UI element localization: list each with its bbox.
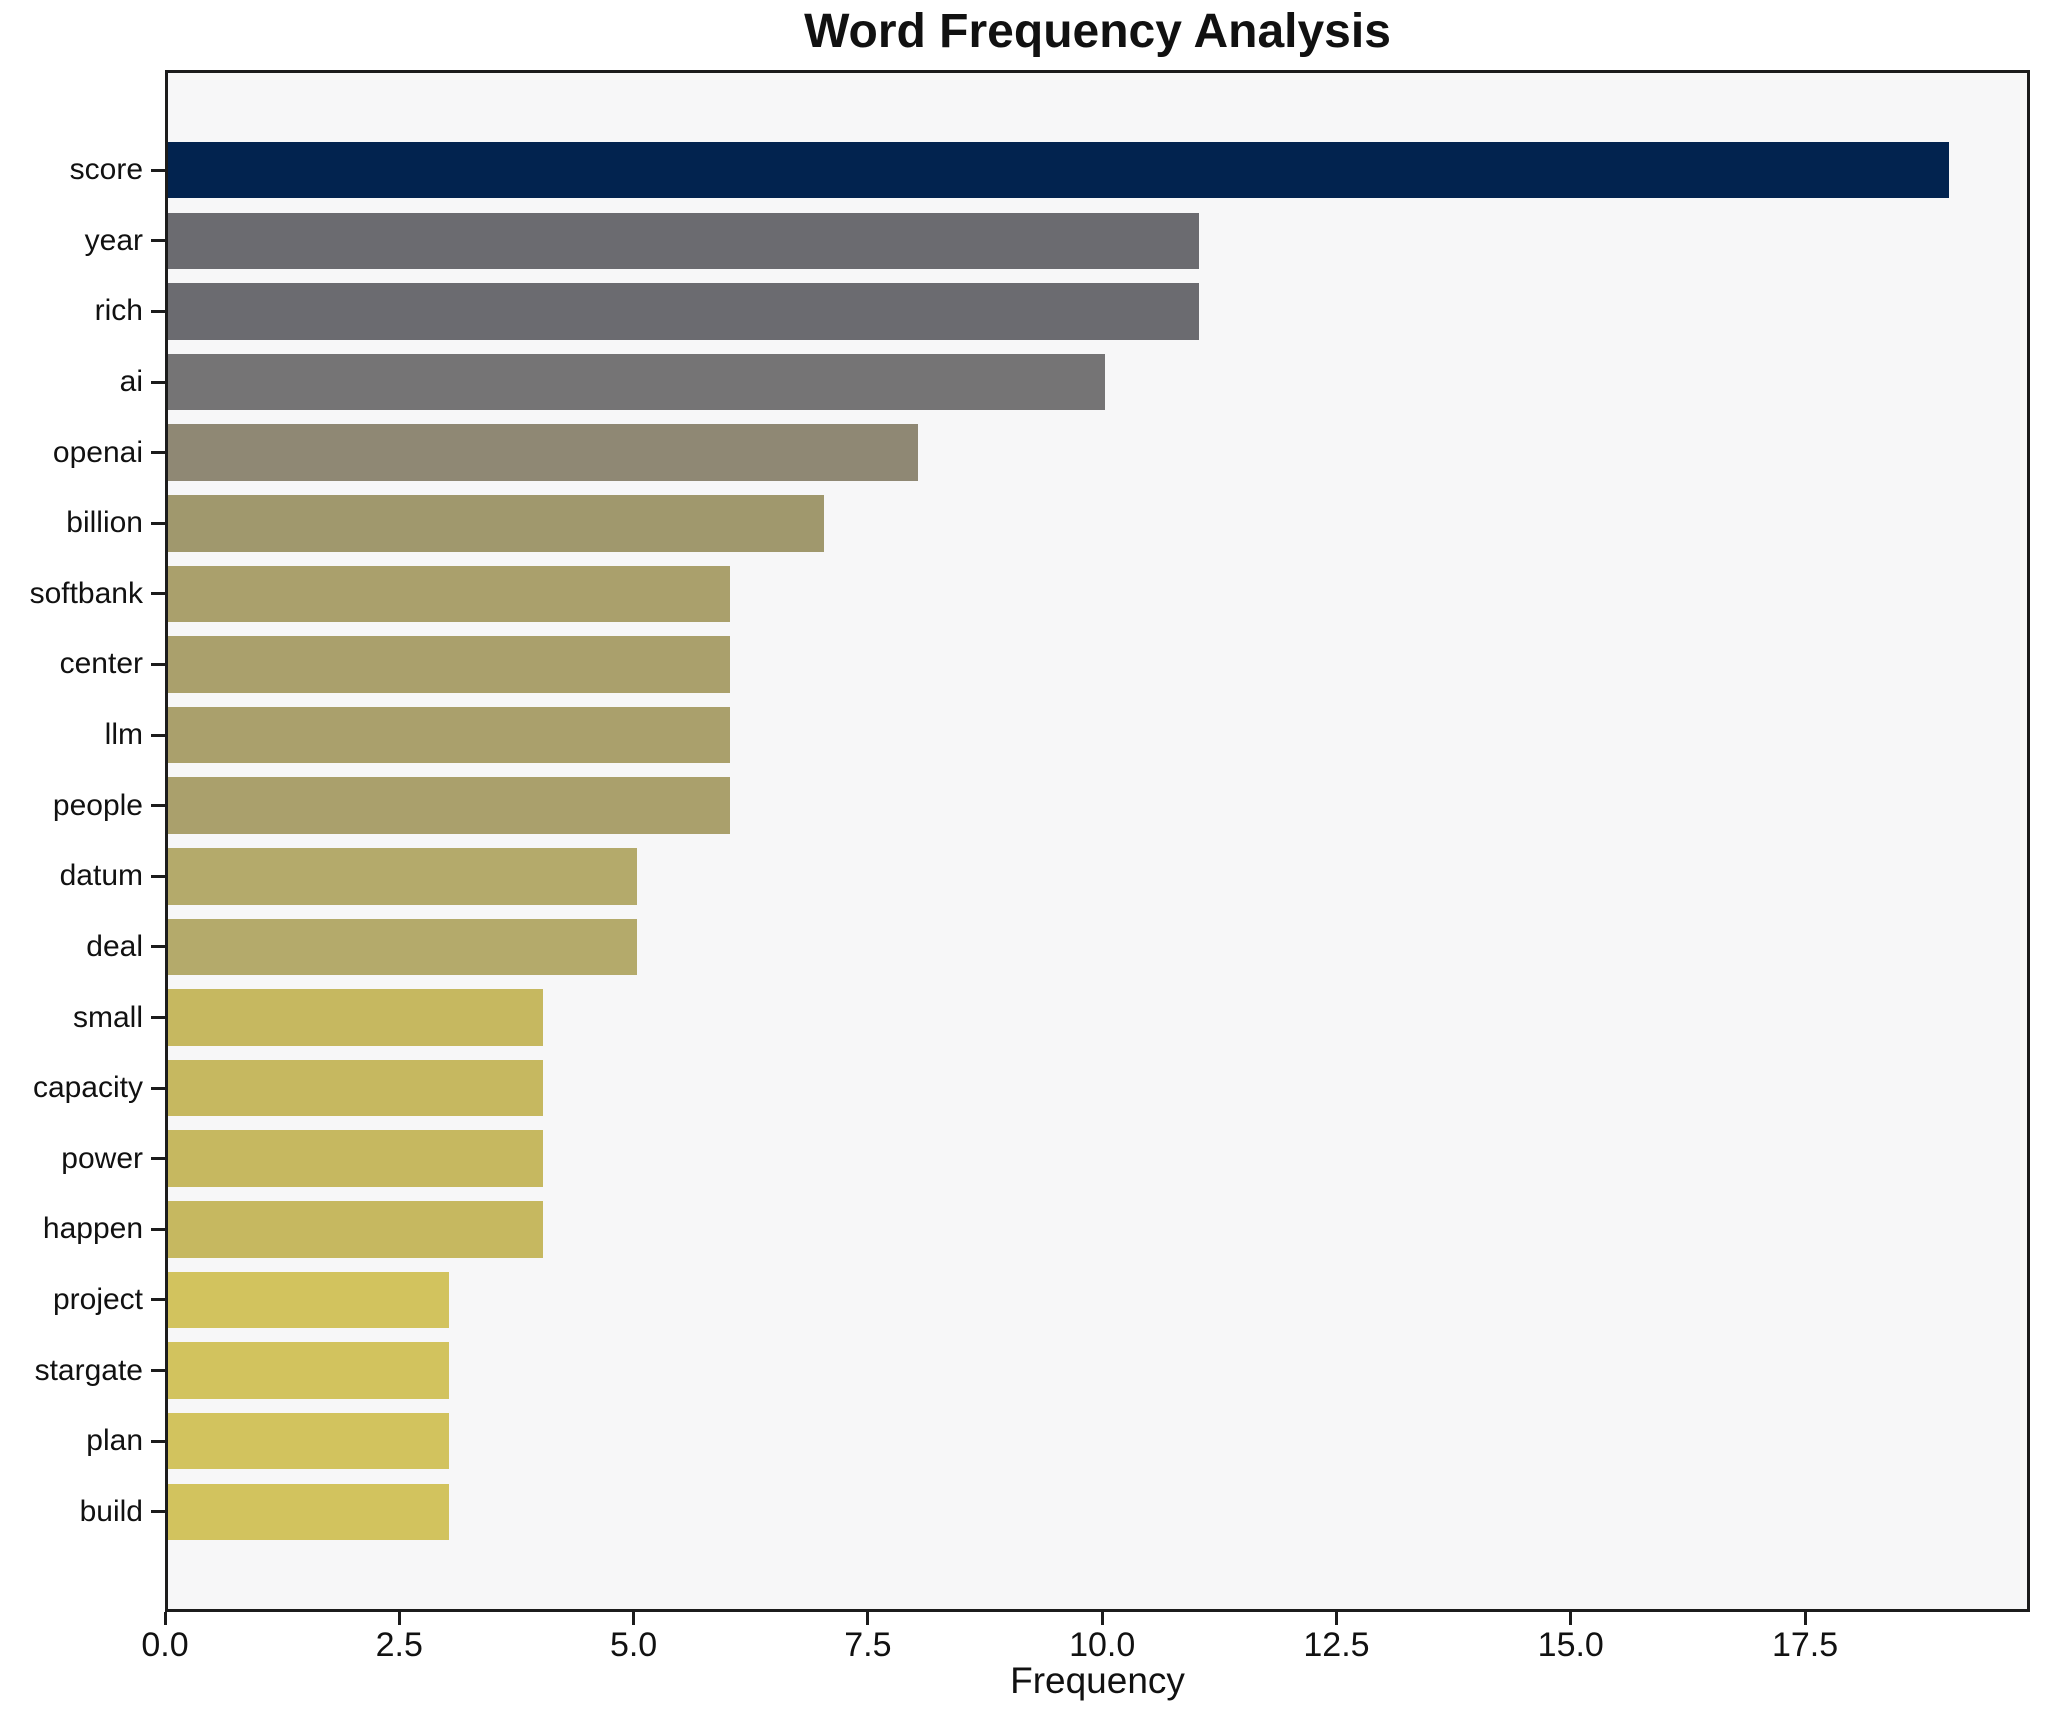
- plot-area: [165, 70, 2030, 1612]
- xtick-mark-2.5: [397, 1612, 401, 1625]
- ytick-label-people: people: [52, 788, 143, 822]
- bar-power: [168, 1130, 543, 1187]
- bar-billion: [168, 495, 825, 552]
- xtick-label-0.0: 0.0: [141, 1626, 189, 1664]
- ytick-label-stargate: stargate: [34, 1353, 143, 1387]
- ytick-mark-openai: [151, 451, 165, 455]
- ytick-mark-rich: [151, 309, 165, 313]
- ytick-mark-happen: [151, 1227, 165, 1231]
- ytick-mark-ai: [151, 380, 165, 384]
- ytick-label-billion: billion: [66, 506, 143, 540]
- xtick-mark-15.0: [1569, 1612, 1573, 1625]
- xtick-label-2.5: 2.5: [375, 1626, 423, 1664]
- bar-llm: [168, 706, 731, 764]
- xtick-mark-0.0: [163, 1612, 167, 1625]
- ytick-label-happen: happen: [42, 1212, 143, 1246]
- chart-title: Word Frequency Analysis: [804, 5, 1391, 58]
- xtick-label-7.5: 7.5: [844, 1626, 892, 1664]
- xtick-mark-7.5: [866, 1612, 870, 1625]
- xtick-label-5.0: 5.0: [609, 1626, 658, 1664]
- ytick-label-year: year: [84, 223, 143, 257]
- ytick-label-deal: deal: [86, 929, 143, 963]
- bar-capacity: [168, 1059, 543, 1117]
- xtick-mark-12.5: [1334, 1612, 1338, 1625]
- ytick-label-plan: plan: [86, 1424, 143, 1458]
- bar-ai: [168, 353, 1106, 411]
- ytick-mark-datum: [151, 874, 165, 878]
- ytick-mark-deal: [151, 945, 165, 949]
- xtick-mark-5.0: [632, 1612, 636, 1625]
- xtick-mark-10.0: [1100, 1612, 1104, 1625]
- x-axis-label: Frequency: [1010, 1660, 1185, 1701]
- xtick-label-12.5: 12.5: [1303, 1626, 1370, 1664]
- bar-datum: [168, 848, 637, 905]
- ytick-mark-score: [151, 168, 165, 172]
- bar-year: [168, 212, 1199, 270]
- ytick-mark-softbank: [151, 592, 165, 596]
- bar-build: [168, 1483, 450, 1540]
- bar-plan: [168, 1412, 450, 1470]
- ytick-mark-project: [151, 1298, 165, 1302]
- ytick-label-build: build: [79, 1494, 143, 1528]
- bar-happen: [168, 1201, 543, 1258]
- ytick-label-softbank: softbank: [29, 576, 143, 610]
- bar-people: [168, 777, 731, 834]
- xtick-label-10.0: 10.0: [1069, 1626, 1136, 1664]
- bar-rich: [168, 283, 1199, 340]
- ytick-mark-build: [151, 1510, 165, 1514]
- ytick-label-llm: llm: [104, 718, 143, 752]
- bar-deal: [168, 918, 637, 976]
- ytick-mark-llm: [151, 733, 165, 737]
- ytick-mark-billion: [151, 521, 165, 525]
- ytick-mark-capacity: [151, 1086, 165, 1090]
- ytick-label-project: project: [52, 1282, 143, 1316]
- ytick-label-datum: datum: [59, 859, 143, 893]
- xtick-label-17.5: 17.5: [1771, 1626, 1839, 1664]
- bar-center: [168, 636, 731, 693]
- bar-softbank: [168, 565, 731, 623]
- bar-stargate: [168, 1342, 450, 1399]
- ytick-mark-small: [151, 1016, 165, 1020]
- bar-score: [168, 141, 1949, 199]
- ytick-mark-plan: [151, 1439, 165, 1443]
- ytick-label-capacity: capacity: [32, 1071, 143, 1105]
- ytick-label-power: power: [61, 1141, 143, 1175]
- ytick-label-score: score: [69, 153, 143, 187]
- xtick-label-15.0: 15.0: [1537, 1626, 1604, 1664]
- ytick-mark-center: [151, 662, 165, 666]
- ytick-label-rich: rich: [94, 294, 143, 328]
- bar-small: [168, 989, 543, 1046]
- ytick-mark-power: [151, 1157, 165, 1161]
- bar-openai: [168, 424, 918, 481]
- ytick-mark-stargate: [151, 1369, 165, 1373]
- ytick-label-small: small: [72, 1000, 143, 1034]
- xtick-mark-17.5: [1803, 1612, 1807, 1625]
- bar-project: [168, 1271, 450, 1329]
- ytick-mark-people: [151, 804, 165, 808]
- ytick-mark-year: [151, 239, 165, 243]
- ytick-label-openai: openai: [52, 435, 143, 469]
- ytick-label-center: center: [59, 647, 143, 681]
- ytick-label-ai: ai: [119, 365, 143, 399]
